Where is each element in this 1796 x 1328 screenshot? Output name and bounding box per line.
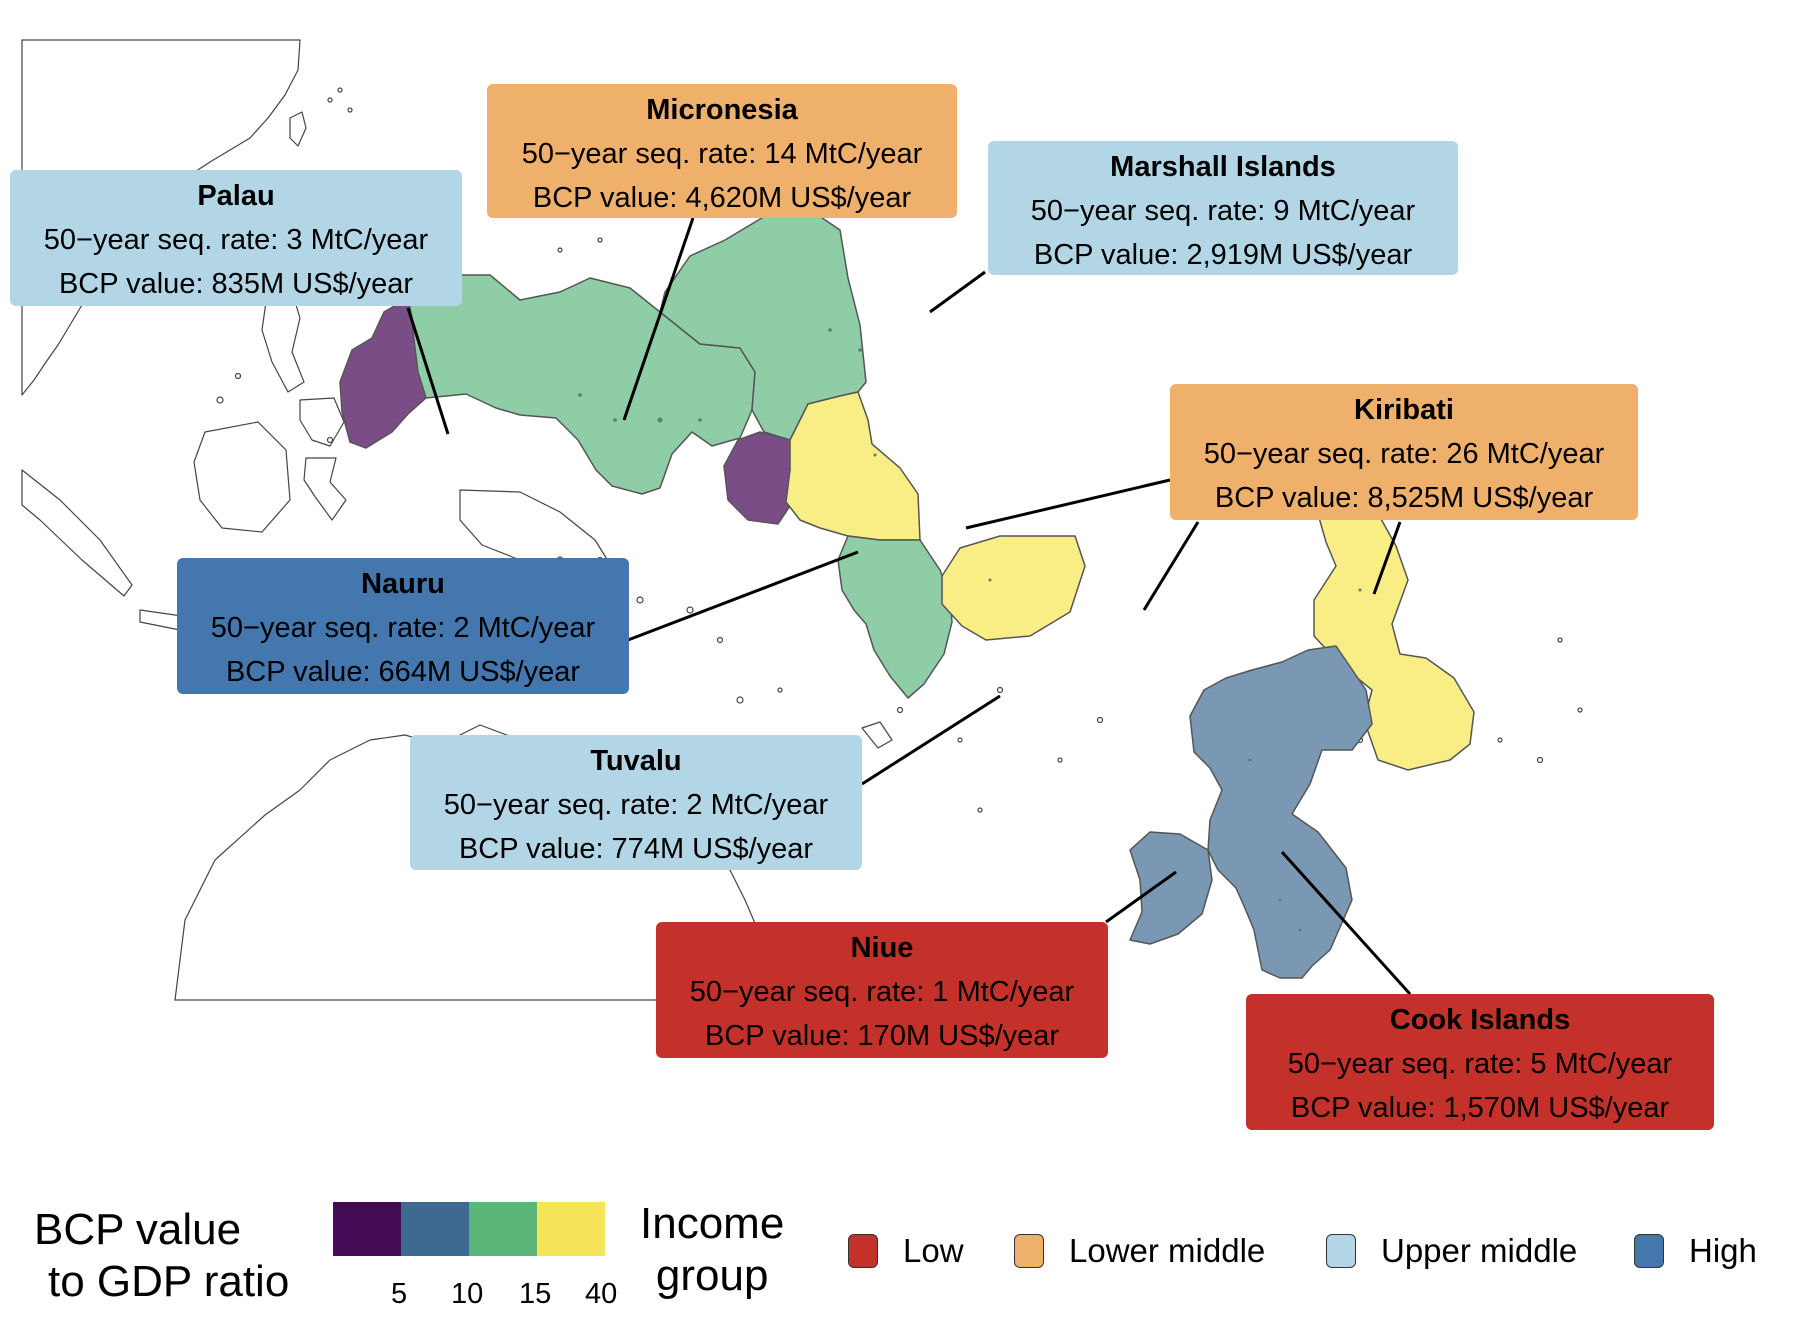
label-kiribati-rate: 50−year seq. rate: 26 MtC/year <box>1203 438 1605 470</box>
label-micronesia-name: Micronesia <box>646 94 798 126</box>
label-cook-value: BCP value: 1,570M US$/year <box>1290 1092 1670 1124</box>
label-palau-rate: 50−year seq. rate: 3 MtC/year <box>43 224 429 256</box>
eez-kiribati-gilbert <box>785 391 921 541</box>
sulawesi-island <box>303 457 347 521</box>
label-palau-value: BCP value: 835M US$/year <box>58 268 414 300</box>
eez-nauru <box>723 431 795 525</box>
label-kiribati: Kiribati 50−year seq. rate: 26 MtC/year … <box>1170 384 1638 520</box>
eez-kiribati-line <box>1299 439 1475 771</box>
label-tuvalu-name: Tuvalu <box>590 745 682 777</box>
income-item-lower-middle: Lower middle <box>1014 1232 1265 1270</box>
label-nauru-value: BCP value: 664M US$/year <box>225 656 581 688</box>
eez-marshall <box>659 202 867 441</box>
income-legend-title-line2: group <box>655 1251 769 1300</box>
leader-nauru <box>627 550 859 642</box>
eez-kiribati-phoenix <box>941 535 1086 641</box>
ratio-tick-10: 10 <box>451 1278 484 1310</box>
eez-micronesia <box>407 274 756 495</box>
label-tuvalu: Tuvalu 50−year seq. rate: 2 MtC/year BCP… <box>410 735 862 870</box>
income-key-high <box>1634 1234 1664 1268</box>
label-kiribati-value: BCP value: 8,525M US$/year <box>1214 482 1594 514</box>
label-tuvalu-value: BCP value: 774M US$/year <box>458 833 814 865</box>
label-marshall-name: Marshall Islands <box>1110 151 1336 183</box>
label-marshall-rate: 50−year seq. rate: 9 MtC/year <box>1030 195 1416 227</box>
income-item-low: Low <box>848 1232 964 1270</box>
income-key-low <box>848 1234 878 1268</box>
taiwan-island <box>289 111 307 147</box>
ratio-colorbar <box>333 1202 605 1256</box>
income-label-high: High <box>1689 1232 1757 1269</box>
leader-kiribati-line <box>1372 521 1402 595</box>
income-label-upper-middle: Upper middle <box>1381 1232 1578 1269</box>
leader-marshall <box>929 270 986 314</box>
label-marshall: Marshall Islands 50−year seq. rate: 9 Mt… <box>988 141 1458 275</box>
label-kiribati-name: Kiribati <box>1354 394 1454 426</box>
label-niue-value: BCP value: 170M US$/year <box>704 1020 1060 1052</box>
eez-tuvalu <box>837 535 953 699</box>
leader-cook <box>1280 850 1412 996</box>
eez-island-dots <box>578 328 1362 932</box>
label-nauru: Nauru 50−year seq. rate: 2 MtC/year BCP … <box>177 558 629 694</box>
ratio-swatch-5 <box>333 1202 401 1256</box>
income-key-lower-middle <box>1014 1234 1044 1268</box>
label-marshall-value: BCP value: 2,919M US$/year <box>1033 239 1413 271</box>
ratio-legend-title-line1: BCP value <box>34 1205 242 1254</box>
eez-niue <box>1129 831 1213 945</box>
label-nauru-name: Nauru <box>361 568 445 600</box>
income-legend-title: Income group <box>640 1198 784 1302</box>
leader-niue <box>1105 870 1177 924</box>
label-micronesia-value: BCP value: 4,620M US$/year <box>532 182 912 214</box>
label-tuvalu-rate: 50−year seq. rate: 2 MtC/year <box>443 789 829 821</box>
label-cook-name: Cook Islands <box>1389 1004 1571 1036</box>
label-micronesia-rate: 50−year seq. rate: 14 MtC/year <box>521 138 923 170</box>
leader-kiribati-main <box>965 478 1171 530</box>
ratio-tick-40: 40 <box>585 1278 618 1310</box>
income-item-high: High <box>1634 1232 1757 1270</box>
ratio-legend-title-line2: to GDP ratio <box>48 1257 290 1306</box>
sumatra-island <box>21 469 133 597</box>
income-legend-title-line1: Income <box>640 1199 785 1248</box>
mindanao-island <box>299 397 345 447</box>
ratio-swatch-10 <box>401 1202 469 1256</box>
label-niue: Niue 50−year seq. rate: 1 MtC/year BCP v… <box>656 922 1108 1058</box>
new-caledonia-island <box>861 721 893 749</box>
label-cook-rate: 50−year seq. rate: 5 MtC/year <box>1287 1048 1673 1080</box>
borneo-island <box>193 421 291 533</box>
income-label-low: Low <box>903 1232 964 1269</box>
label-niue-name: Niue <box>850 932 914 964</box>
leader-palau <box>406 307 450 435</box>
leader-kiribati-phoenix <box>1142 521 1200 611</box>
label-niue-rate: 50−year seq. rate: 1 MtC/year <box>689 976 1075 1008</box>
leader-micronesia <box>622 217 695 421</box>
label-palau: Palau 50−year seq. rate: 3 MtC/year BCP … <box>10 170 462 306</box>
label-nauru-rate: 50−year seq. rate: 2 MtC/year <box>210 612 596 644</box>
label-palau-name: Palau <box>197 180 275 212</box>
ratio-legend-title: BCP value to GDP ratio <box>34 1204 289 1308</box>
income-key-upper-middle <box>1326 1234 1356 1268</box>
ratio-tick-15: 15 <box>519 1278 552 1310</box>
ratio-tick-5: 5 <box>391 1278 408 1310</box>
label-cook: Cook Islands 50−year seq. rate: 5 MtC/ye… <box>1246 994 1714 1130</box>
eez-cook-islands <box>1189 645 1373 979</box>
leader-tuvalu <box>861 694 1001 786</box>
label-micronesia: Micronesia 50−year seq. rate: 14 MtC/yea… <box>487 84 957 218</box>
income-label-lower-middle: Lower middle <box>1069 1232 1266 1269</box>
ratio-swatch-15 <box>469 1202 537 1256</box>
ratio-swatch-40 <box>537 1202 605 1256</box>
income-item-upper-middle: Upper middle <box>1326 1232 1577 1270</box>
